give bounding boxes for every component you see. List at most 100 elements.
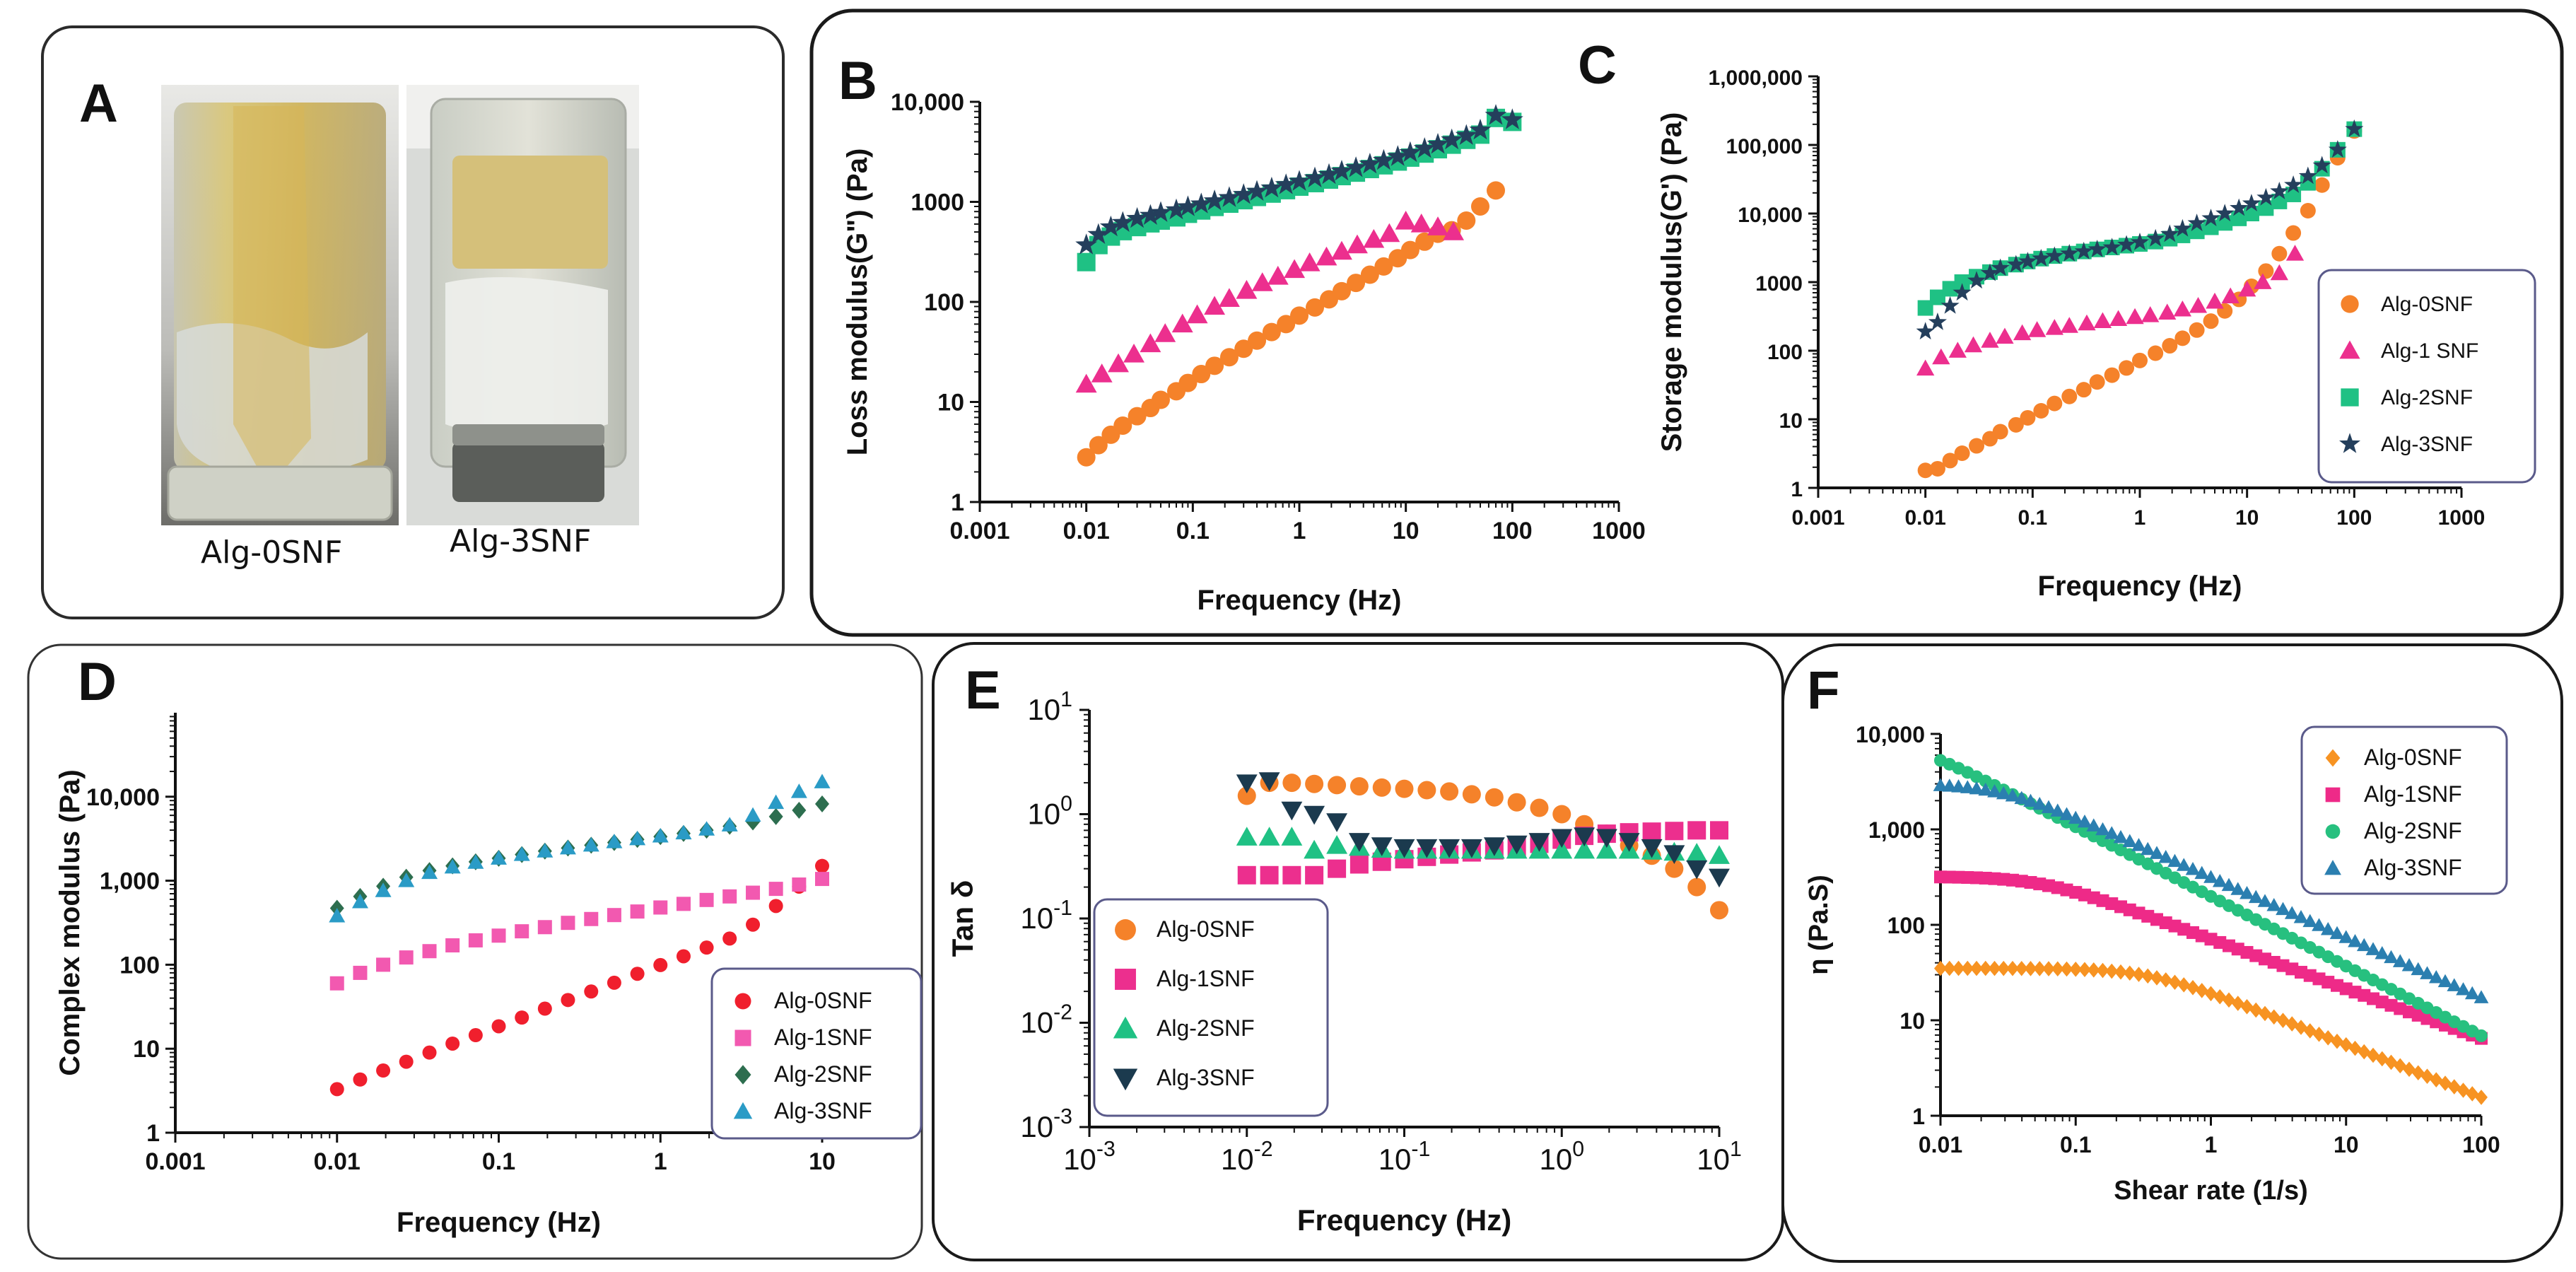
x-tick-label: 100 xyxy=(2462,1132,2500,1157)
data-point xyxy=(1916,322,1935,340)
data-point xyxy=(1165,198,1188,220)
data-point xyxy=(1416,839,1438,858)
data-point xyxy=(1665,859,1684,878)
data-point xyxy=(2060,961,2073,977)
data-point xyxy=(2167,853,2182,868)
panel-a: A Alg-0SNF Alg-3SNF xyxy=(79,74,639,571)
data-point xyxy=(698,821,715,836)
data-point xyxy=(1687,821,1706,840)
data-point xyxy=(1151,390,1170,409)
data-point xyxy=(1077,448,1096,467)
x-tick-label: 0.01 xyxy=(1904,506,1945,530)
data-point xyxy=(2312,918,2326,931)
data-point xyxy=(1460,839,1482,858)
data-point xyxy=(2132,352,2148,368)
data-point xyxy=(1371,837,1393,856)
data-point xyxy=(2329,926,2345,940)
data-point xyxy=(1091,363,1113,383)
data-point xyxy=(1372,778,1391,797)
data-point xyxy=(1204,296,1226,315)
data-point xyxy=(1917,300,1933,316)
x-tick-label: 1 xyxy=(654,1148,667,1175)
data-point xyxy=(537,1001,552,1016)
legend-marker xyxy=(734,1065,751,1085)
data-point xyxy=(2300,202,2316,218)
series-alg-3snf xyxy=(1075,104,1523,255)
x-tick-label: 0.001 xyxy=(1791,506,1844,530)
data-point xyxy=(1507,793,1526,812)
data-point xyxy=(1981,332,1999,348)
data-point xyxy=(768,794,785,810)
data-point xyxy=(422,1045,437,1060)
series-alg-2snf xyxy=(1934,754,2488,1042)
series-alg-1snf xyxy=(1934,870,2488,1045)
data-point xyxy=(2475,1029,2488,1042)
legend-marker xyxy=(1113,1068,1138,1091)
data-point xyxy=(2032,249,2051,267)
data-point xyxy=(746,917,761,932)
data-point xyxy=(1400,240,1419,259)
data-point xyxy=(1393,839,1415,858)
x-axis-title: Frequency (Hz) xyxy=(2038,571,2242,602)
y-tick-label: 1 xyxy=(146,1120,160,1147)
data-point xyxy=(2401,958,2417,971)
data-point xyxy=(2023,793,2038,807)
data-point xyxy=(2276,902,2290,916)
data-point xyxy=(2221,877,2237,892)
data-point xyxy=(2027,321,2047,337)
data-point xyxy=(1304,805,1325,825)
data-point xyxy=(1551,829,1573,848)
x-axis-title: Frequency (Hz) xyxy=(397,1207,601,1238)
data-point xyxy=(699,892,714,907)
data-point xyxy=(1205,356,1224,375)
data-point xyxy=(1618,833,1640,852)
data-point xyxy=(815,872,829,887)
panel-f-frame xyxy=(1781,643,2563,1263)
data-point xyxy=(653,900,668,915)
x-axis-title: Frequency (Hz) xyxy=(1198,585,1402,616)
legend-label: Alg-3SNF xyxy=(2381,433,2473,456)
data-point xyxy=(2475,1090,2488,1105)
data-point xyxy=(2257,894,2273,907)
data-point xyxy=(2456,982,2471,996)
data-point xyxy=(1948,342,1967,358)
data-point xyxy=(1360,265,1379,284)
photo-alg-0snf xyxy=(161,85,399,525)
data-point xyxy=(2051,961,2064,977)
data-point xyxy=(2122,834,2138,847)
legend-marker xyxy=(1113,1016,1138,1039)
data-point xyxy=(744,807,761,822)
data-point xyxy=(2033,961,2047,976)
data-point xyxy=(1413,137,1436,158)
data-point xyxy=(2024,961,2037,976)
y-axis-title: Loss modulus(G") (Pa) xyxy=(842,148,873,456)
data-point xyxy=(1932,348,1950,365)
data-point xyxy=(2008,416,2024,433)
data-point xyxy=(2141,306,2160,322)
data-point xyxy=(1262,322,1281,342)
data-point xyxy=(1427,216,1448,235)
data-point xyxy=(2240,885,2254,899)
y-tick-label: 100 xyxy=(1887,913,1925,938)
data-point xyxy=(2345,119,2364,137)
data-point xyxy=(1417,781,1436,800)
legend-marker xyxy=(2341,295,2359,313)
data-point xyxy=(445,938,460,953)
x-tick-label: 10-3 xyxy=(1063,1138,1116,1176)
series-alg-3snf xyxy=(1236,772,1730,888)
data-point xyxy=(329,1082,344,1097)
data-point xyxy=(559,839,576,855)
data-point xyxy=(2146,228,2165,247)
data-point xyxy=(1687,877,1706,897)
data-point xyxy=(329,908,346,923)
data-point xyxy=(468,1028,483,1043)
data-point xyxy=(2059,807,2074,820)
data-point xyxy=(1443,221,1464,240)
data-point xyxy=(1501,108,1523,129)
data-point xyxy=(1236,774,1258,794)
data-point xyxy=(1260,865,1279,885)
data-point xyxy=(1288,170,1311,191)
data-point xyxy=(2158,303,2177,320)
series-alg-1snf xyxy=(329,872,829,991)
data-point xyxy=(1663,845,1685,865)
